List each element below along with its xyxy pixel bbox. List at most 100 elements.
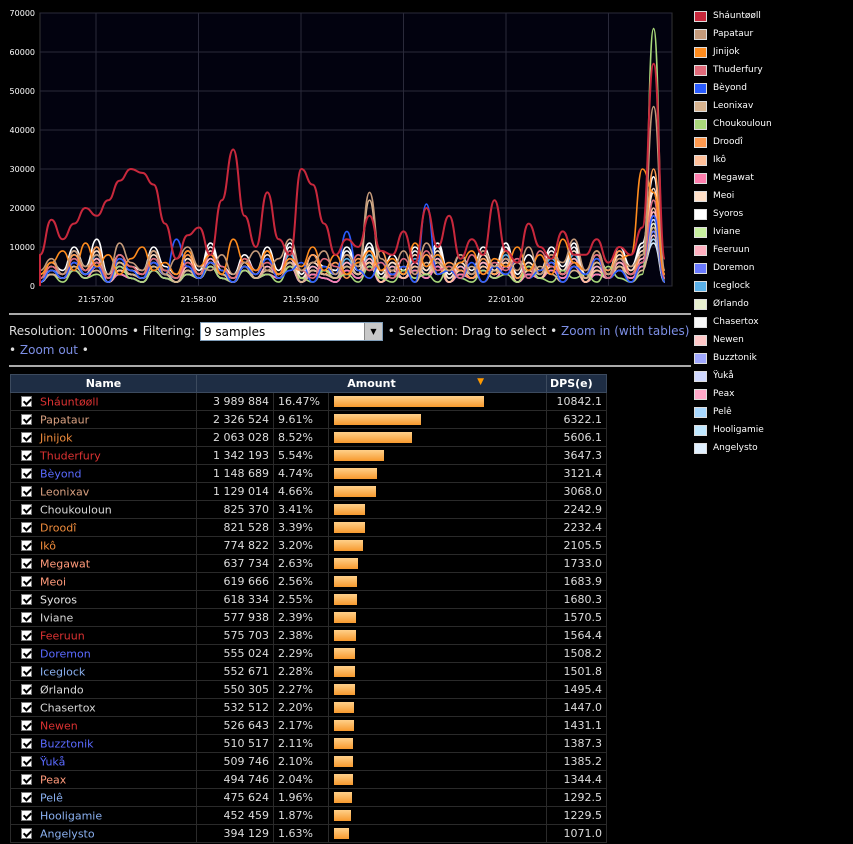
player-name[interactable]: Sháuntøøll (40, 395, 99, 409)
player-checkbox[interactable] (21, 774, 32, 786)
player-name[interactable]: Iceglock (40, 665, 86, 679)
player-name[interactable]: Ørlando (40, 683, 84, 697)
legend-item[interactable]: Thuderfury (694, 61, 853, 79)
player-checkbox[interactable] (21, 504, 32, 516)
player-name[interactable]: Pelê (40, 791, 63, 805)
player-checkbox[interactable] (21, 630, 32, 642)
player-checkbox[interactable] (21, 810, 32, 822)
filtering-select[interactable]: 9 samples ▼ (199, 322, 383, 341)
player-name[interactable]: Peax (40, 773, 67, 787)
legend-item[interactable]: Iviane (694, 223, 853, 241)
player-checkbox[interactable] (21, 702, 32, 714)
table-row: Iviane 577 938 2.39% 1570.5 (10, 608, 607, 627)
legend-item[interactable]: Papataur (694, 25, 853, 43)
player-checkbox[interactable] (21, 576, 32, 588)
legend-item[interactable]: Feeruun (694, 241, 853, 259)
player-name[interactable]: Newen (40, 719, 78, 733)
amount-bar (334, 414, 421, 425)
player-checkbox[interactable] (21, 396, 32, 408)
zoom-in-link[interactable]: Zoom in (with tables) (561, 324, 690, 338)
legend-label: Syoros (713, 209, 744, 219)
column-header-amount[interactable]: Amount ▼ (196, 374, 547, 393)
player-checkbox[interactable] (21, 522, 32, 534)
player-checkbox[interactable] (21, 414, 32, 426)
legend-item[interactable]: Bèyond (694, 79, 853, 97)
amount-bar (334, 738, 353, 749)
player-checkbox[interactable] (21, 594, 32, 606)
legend-item[interactable]: Angelysto (694, 439, 853, 457)
legend-item[interactable]: Buzztonik (694, 349, 853, 367)
legend-item[interactable]: Doremon (694, 259, 853, 277)
series-line (39, 105, 666, 286)
legend-item[interactable]: Ikô (694, 151, 853, 169)
percent-cell: 2.17% (273, 716, 329, 735)
player-checkbox[interactable] (21, 540, 32, 552)
zoom-out-link[interactable]: Zoom out (19, 343, 78, 357)
amount-cell: 618 334 (196, 590, 274, 609)
legend-item[interactable]: Jinijok (694, 43, 853, 61)
amount-bar (334, 432, 412, 443)
player-name[interactable]: Chasertox (40, 701, 96, 715)
plot-area[interactable] (39, 12, 673, 287)
amount-cell: 550 305 (196, 680, 274, 699)
legend-item[interactable]: Megawat (694, 169, 853, 187)
player-name[interactable]: Leonixav (40, 485, 90, 499)
legend-item[interactable]: Peax (694, 385, 853, 403)
legend-item[interactable]: Pelê (694, 403, 853, 421)
player-name[interactable]: Choukouloun (40, 503, 112, 517)
legend-item[interactable]: Syoros (694, 205, 853, 223)
legend-swatch (694, 208, 707, 220)
legend-item[interactable]: Droodî (694, 133, 853, 151)
bar-cell (328, 536, 547, 555)
legend-item[interactable]: Iceglock (694, 277, 853, 295)
legend-item[interactable]: Meoi (694, 187, 853, 205)
legend-item[interactable]: Chasertox (694, 313, 853, 331)
dps-cell: 1733.0 (546, 554, 607, 573)
player-checkbox[interactable] (21, 738, 32, 750)
player-checkbox[interactable] (21, 720, 32, 732)
player-name[interactable]: Droodî (40, 521, 77, 535)
player-checkbox[interactable] (21, 792, 32, 804)
player-name[interactable]: Buzztonik (40, 737, 94, 751)
player-name[interactable]: Syoros (40, 593, 77, 607)
chevron-down-icon[interactable]: ▼ (363, 323, 382, 340)
separator: • (81, 343, 89, 357)
player-name[interactable]: Angelysto (40, 827, 95, 841)
player-checkbox[interactable] (21, 684, 32, 696)
player-name[interactable]: Meoi (40, 575, 67, 589)
player-checkbox[interactable] (21, 828, 32, 840)
player-name[interactable]: Papataur (40, 413, 90, 427)
player-name[interactable]: Iviane (40, 611, 74, 625)
player-name[interactable]: Doremon (40, 647, 91, 661)
player-checkbox[interactable] (21, 666, 32, 678)
player-name[interactable]: Ÿukå (40, 755, 66, 769)
player-checkbox[interactable] (21, 612, 32, 624)
player-name[interactable]: Hooligamie (40, 809, 103, 823)
column-header-dps[interactable]: DPS(e) (546, 374, 607, 393)
player-checkbox[interactable] (21, 648, 32, 660)
player-name[interactable]: Feeruun (40, 629, 85, 643)
player-name[interactable]: Ikô (40, 539, 56, 553)
legend-item[interactable]: Sháuntøøll (694, 7, 853, 25)
player-checkbox[interactable] (21, 450, 32, 462)
player-checkbox[interactable] (21, 432, 32, 444)
player-name[interactable]: Jinijok (40, 431, 73, 445)
column-header-name[interactable]: Name (10, 374, 197, 393)
player-checkbox[interactable] (21, 756, 32, 768)
amount-cell: 510 517 (196, 734, 274, 753)
player-checkbox[interactable] (21, 486, 32, 498)
player-name[interactable]: Megawat (40, 557, 91, 571)
player-checkbox[interactable] (21, 468, 32, 480)
legend-item[interactable]: Ørlando (694, 295, 853, 313)
legend-item[interactable]: Newen (694, 331, 853, 349)
player-name[interactable]: Thuderfury (40, 449, 101, 463)
legend-item[interactable]: Hooligamie (694, 421, 853, 439)
amount-bar (334, 756, 353, 767)
dps-line-chart[interactable]: 0 10000 20000 30000 40000 50000 60000 70000 21:5… (0, 0, 690, 312)
player-checkbox[interactable] (21, 558, 32, 570)
player-name[interactable]: Bèyond (40, 467, 82, 481)
legend-item[interactable]: Ÿukå (694, 367, 853, 385)
legend-item[interactable]: Choukouloun (694, 115, 853, 133)
amount-cell: 774 822 (196, 536, 274, 555)
legend-item[interactable]: Leonixav (694, 97, 853, 115)
